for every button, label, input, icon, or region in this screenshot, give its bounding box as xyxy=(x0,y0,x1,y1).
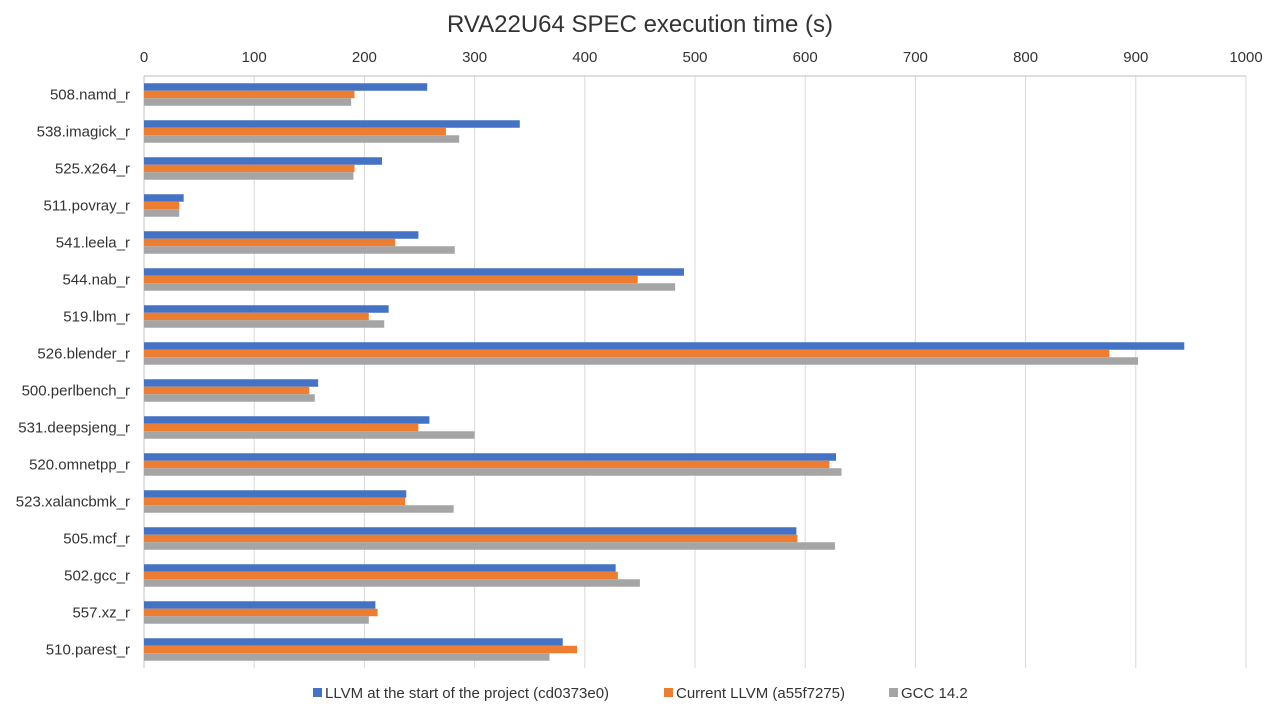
x-tick-label: 100 xyxy=(242,49,267,66)
bar-519.lbm_r-series-1 xyxy=(144,312,369,321)
category-label: 538.imagick_r xyxy=(37,124,130,141)
bar-557.xz_r-series-0 xyxy=(144,601,376,609)
bar-523.xalancbmk_r-series-0 xyxy=(144,490,407,498)
category-label: 544.nab_r xyxy=(62,272,130,289)
bar-541.leela_r-series-1 xyxy=(144,238,396,247)
bar-519.lbm_r-series-2 xyxy=(144,320,385,328)
bar-500.perlbench_r-series-2 xyxy=(144,394,315,402)
bar-544.nab_r-series-1 xyxy=(144,275,638,284)
bar-538.imagick_r-series-1 xyxy=(144,127,446,136)
legend-swatch xyxy=(664,688,673,697)
bar-531.deepsjeng_r-series-0 xyxy=(144,416,430,424)
category-label: 525.x264_r xyxy=(55,161,130,178)
legend-label: Current LLVM (a55f7275) xyxy=(676,685,845,702)
bar-505.mcf_r-series-2 xyxy=(144,542,835,550)
bar-525.x264_r-series-2 xyxy=(144,172,354,180)
bar-557.xz_r-series-1 xyxy=(144,608,378,617)
bar-531.deepsjeng_r-series-2 xyxy=(144,431,475,439)
bar-510.parest_r-series-1 xyxy=(144,645,578,654)
bar-508.namd_r-series-1 xyxy=(144,90,355,99)
category-label: 511.povray_r xyxy=(44,198,130,215)
bar-511.povray_r-series-2 xyxy=(144,209,180,217)
category-label: 557.xz_r xyxy=(72,605,130,622)
bar-526.blender_r-series-2 xyxy=(144,357,1139,365)
category-label: 505.mcf_r xyxy=(63,531,130,548)
bar-505.mcf_r-series-0 xyxy=(144,527,797,535)
bar-541.leela_r-series-0 xyxy=(144,231,419,239)
bar-510.parest_r-series-0 xyxy=(144,638,563,646)
bar-502.gcc_r-series-1 xyxy=(144,571,618,580)
chart-title: RVA22U64 SPEC execution time (s) xyxy=(447,11,833,38)
bar-519.lbm_r-series-0 xyxy=(144,305,389,313)
x-tick-label: 700 xyxy=(903,49,928,66)
bar-544.nab_r-series-0 xyxy=(144,268,684,276)
bar-520.omnetpp_r-series-2 xyxy=(144,468,842,476)
bar-525.x264_r-series-0 xyxy=(144,157,383,165)
x-tick-label: 1000 xyxy=(1229,49,1262,66)
bar-508.namd_r-series-2 xyxy=(144,98,352,106)
bar-508.namd_r-series-0 xyxy=(144,83,428,91)
bar-511.povray_r-series-0 xyxy=(144,194,184,202)
bar-525.x264_r-series-1 xyxy=(144,164,355,173)
category-label: 510.parest_r xyxy=(46,642,130,659)
category-label: 519.lbm_r xyxy=(63,309,130,326)
category-label: 500.perlbench_r xyxy=(22,383,130,400)
bar-544.nab_r-series-2 xyxy=(144,283,676,291)
bar-541.leela_r-series-2 xyxy=(144,246,455,254)
x-tick-label: 900 xyxy=(1123,49,1148,66)
category-labels: 508.namd_r 538.imagick_r 525.x264_r 511.pov… xyxy=(16,87,130,659)
bar-526.blender_r-series-1 xyxy=(144,349,1110,358)
x-tick-label: 500 xyxy=(682,49,707,66)
category-label: 520.omnetpp_r xyxy=(29,457,130,474)
x-tick-label: 200 xyxy=(352,49,377,66)
bar-523.xalancbmk_r-series-2 xyxy=(144,505,454,513)
bar-538.imagick_r-series-0 xyxy=(144,120,520,128)
bar-526.blender_r-series-0 xyxy=(144,342,1185,350)
x-tick-label: 0 xyxy=(140,49,148,66)
bar-557.xz_r-series-2 xyxy=(144,616,369,624)
bars xyxy=(144,83,1185,661)
category-label: 502.gcc_r xyxy=(64,568,130,585)
bar-502.gcc_r-series-0 xyxy=(144,564,616,572)
bar-500.perlbench_r-series-1 xyxy=(144,386,310,395)
legend: LLVM at the start of the project (cd0373… xyxy=(313,685,968,702)
x-tick-label: 800 xyxy=(1013,49,1038,66)
legend-swatch xyxy=(313,688,322,697)
legend-swatch xyxy=(889,688,898,697)
category-label: 508.namd_r xyxy=(50,87,130,104)
bar-538.imagick_r-series-2 xyxy=(144,135,460,143)
legend-label: LLVM at the start of the project (cd0373… xyxy=(325,685,609,702)
x-tick-label: 600 xyxy=(793,49,818,66)
category-label: 541.leela_r xyxy=(56,235,130,252)
bar-500.perlbench_r-series-0 xyxy=(144,379,319,387)
bar-520.omnetpp_r-series-1 xyxy=(144,460,830,469)
category-label: 526.blender_r xyxy=(37,346,130,363)
bar-502.gcc_r-series-2 xyxy=(144,579,640,587)
bar-510.parest_r-series-2 xyxy=(144,653,550,661)
bar-520.omnetpp_r-series-0 xyxy=(144,453,837,461)
x-tick-label: 400 xyxy=(572,49,597,66)
category-label: 523.xalancbmk_r xyxy=(16,494,130,511)
bar-531.deepsjeng_r-series-1 xyxy=(144,423,419,432)
grid-lines xyxy=(143,75,1247,668)
x-tick-label: 300 xyxy=(462,49,487,66)
x-axis-ticks: 0 100 200 300 400 500 600 700 800 900 1000 xyxy=(140,49,1263,66)
bar-511.povray_r-series-1 xyxy=(144,201,180,210)
category-label: 531.deepsjeng_r xyxy=(18,420,130,437)
legend-label: GCC 14.2 xyxy=(901,685,968,702)
bar-523.xalancbmk_r-series-1 xyxy=(144,497,406,506)
bar-505.mcf_r-series-1 xyxy=(144,534,798,543)
